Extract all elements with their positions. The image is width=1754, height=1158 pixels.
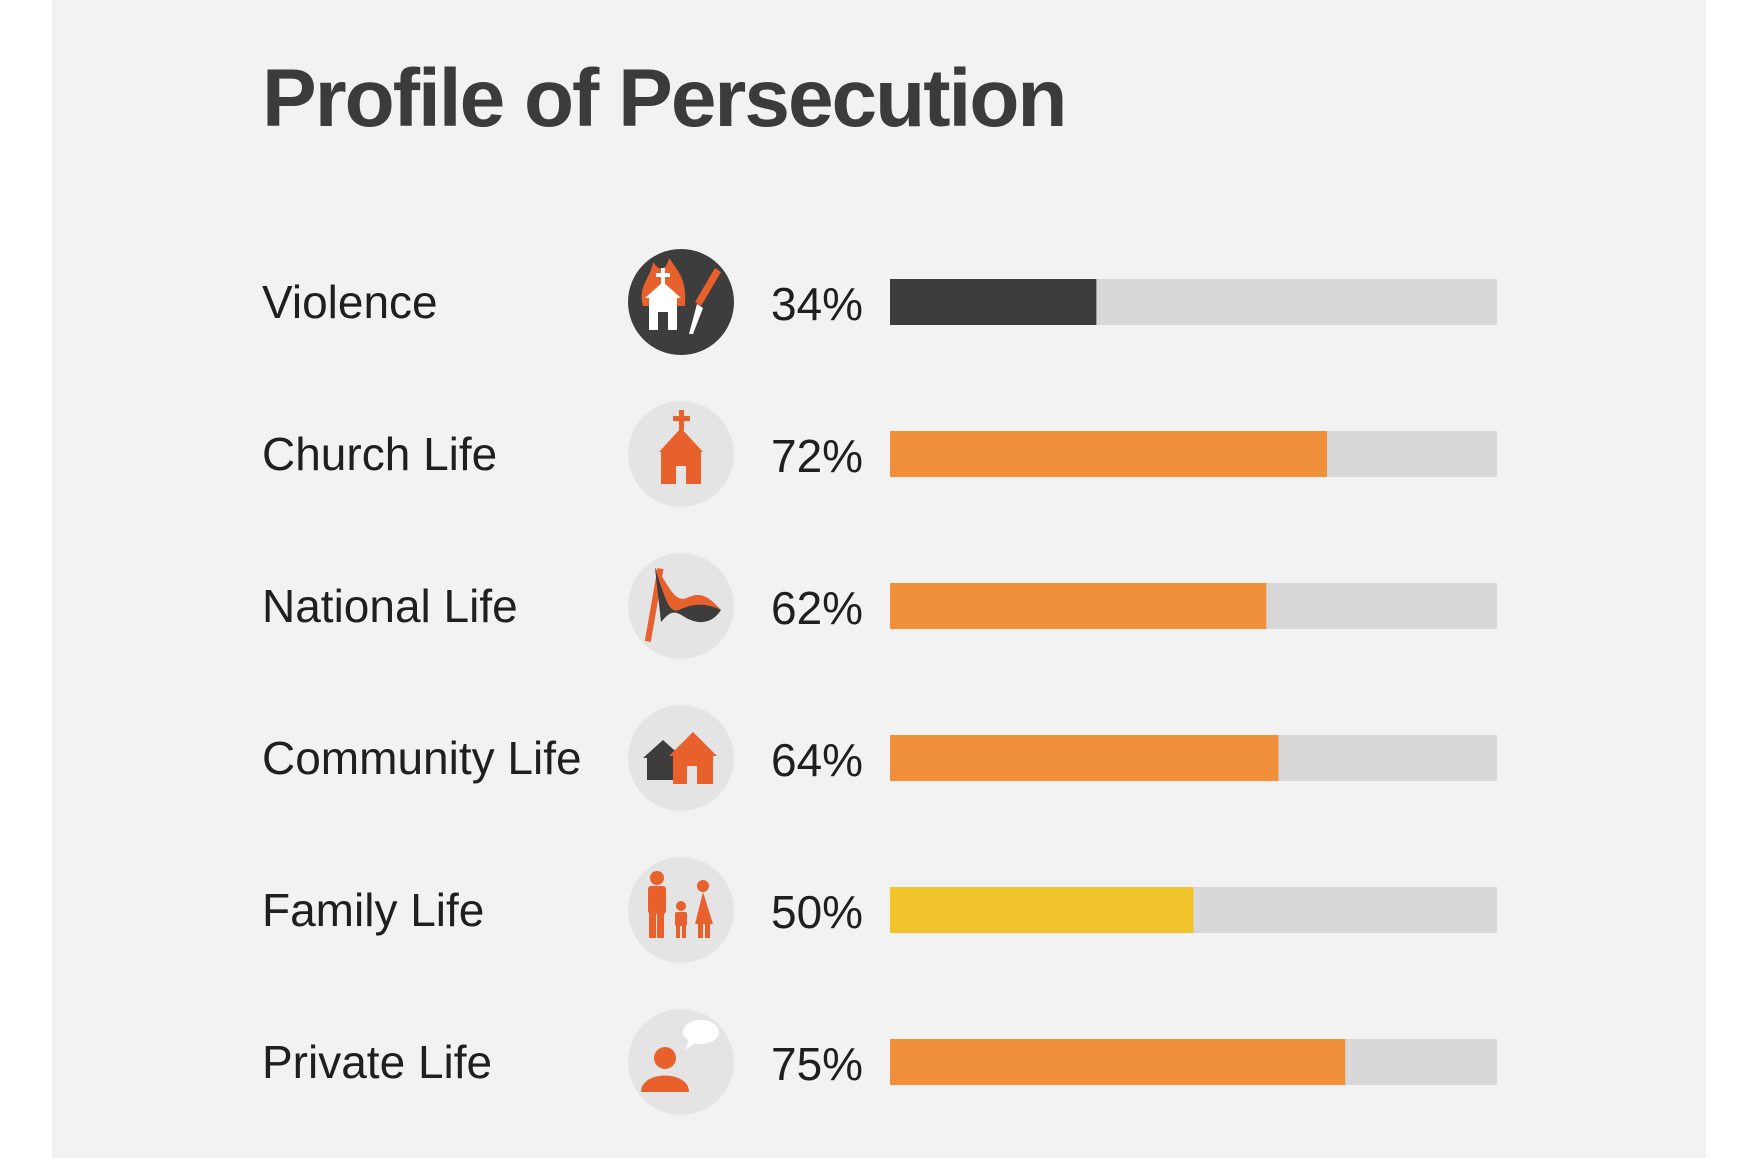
family-icon <box>628 857 734 963</box>
category-label: Family Life <box>262 884 484 936</box>
bar <box>890 1039 1346 1085</box>
bar <box>890 279 1097 325</box>
houses-icon <box>628 705 734 811</box>
chart-panel: Profile of Persecution <box>52 0 1706 1158</box>
value-label: 64% <box>771 734 863 786</box>
category-label: Private Life <box>262 1036 492 1088</box>
value-label: 62% <box>771 582 863 634</box>
category-label: Church Life <box>262 428 497 480</box>
bar-row: Violence 34% <box>262 249 1497 355</box>
bar <box>890 431 1328 477</box>
value-label: 75% <box>771 1038 863 1090</box>
bar-row: Community Life 64% <box>262 705 1497 811</box>
flag-icon <box>628 553 734 659</box>
value-label: 34% <box>771 278 863 330</box>
bar-row: Church Life 72% <box>262 401 1497 507</box>
person-speech-icon <box>628 1009 734 1115</box>
category-label: Violence <box>262 276 438 328</box>
bar-row: National Life 62% <box>262 553 1497 659</box>
burning-church-dagger-icon <box>628 249 734 355</box>
bar-row: Family Life 50% <box>262 857 1497 963</box>
value-label: 72% <box>771 430 863 482</box>
bar <box>890 735 1279 781</box>
church-icon <box>628 401 734 507</box>
bar <box>890 583 1267 629</box>
value-label: 50% <box>771 886 863 938</box>
category-label: Community Life <box>262 732 582 784</box>
category-label: National Life <box>262 580 518 632</box>
icon-circle <box>628 1009 734 1115</box>
bar <box>890 887 1194 933</box>
bar-row: Private Life 75% <box>262 1009 1497 1115</box>
chart-title: Profile of Persecution <box>262 53 1068 144</box>
